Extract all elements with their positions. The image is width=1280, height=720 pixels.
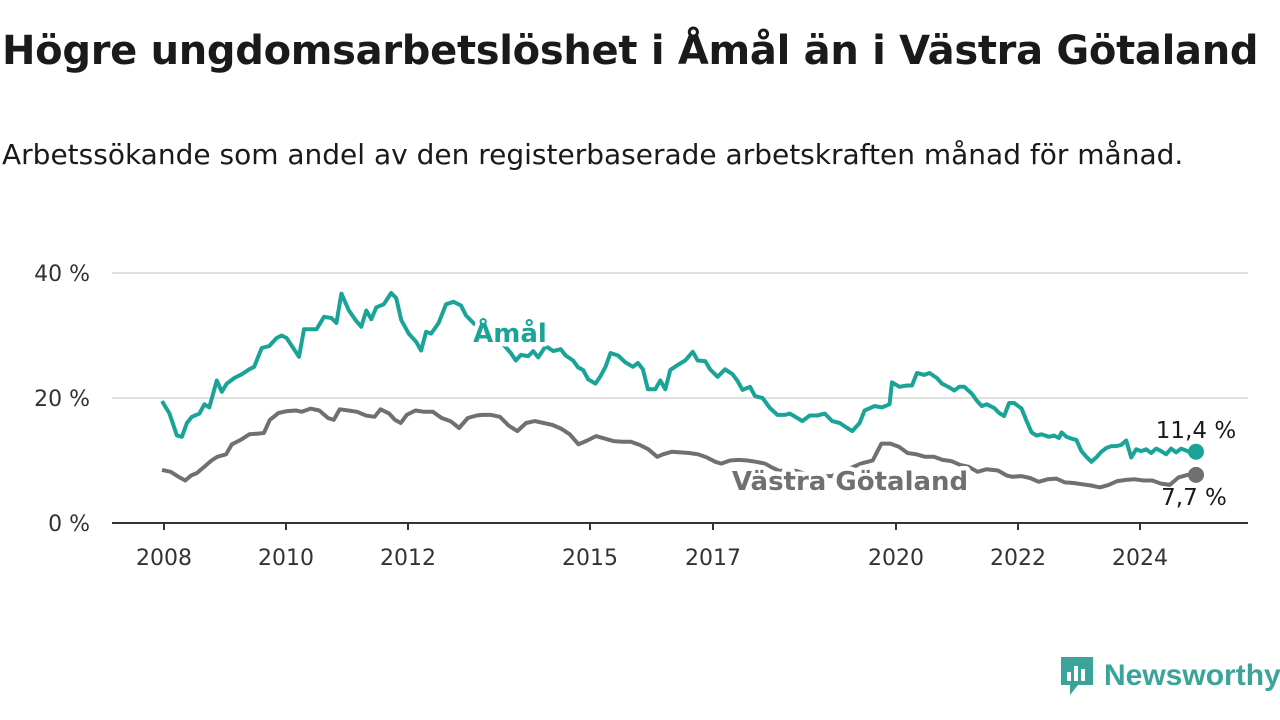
grid bbox=[112, 272, 1248, 399]
series bbox=[160, 291, 1204, 490]
end-point-vastra-gotaland bbox=[1188, 466, 1204, 483]
labels: 11,4 % 7,7 % Åmål Västra Götaland bbox=[469, 313, 1237, 511]
chart-subtitle: Arbetssökande som andel av den registerb… bbox=[2, 138, 1184, 171]
x-tick-label: 2015 bbox=[562, 546, 618, 571]
y-tick-label: 20 % bbox=[34, 387, 90, 412]
series-line-vastra-gotaland bbox=[161, 406, 1196, 490]
newsworthy-logo-icon bbox=[1061, 657, 1093, 695]
line-chart: 0 % 20 % 40 % 2008 2010 2012 2015 2017 2020 2022 2… bbox=[34, 262, 1248, 571]
brand-name: Newsworthy bbox=[1104, 659, 1280, 692]
end-label-vastra-gotaland: 7,7 % bbox=[1161, 485, 1227, 511]
brand-logo: Newsworthy bbox=[1058, 654, 1280, 698]
series-label-amal: Åmål bbox=[473, 317, 547, 349]
x-tick-label: 2008 bbox=[136, 546, 192, 571]
x-tick-label: 2022 bbox=[990, 546, 1046, 571]
series-label-vastra-gotaland: Västra Götaland bbox=[732, 467, 968, 497]
x-tick-label: 2020 bbox=[868, 546, 924, 571]
axes: 0 % 20 % 40 % 2008 2010 2012 2015 2017 2020 2022 2… bbox=[34, 262, 1248, 571]
end-label-amal: 11,4 % bbox=[1156, 418, 1236, 444]
x-tick-label: 2010 bbox=[258, 546, 314, 571]
y-tick-label: 0 % bbox=[48, 512, 90, 537]
y-tick-label: 40 % bbox=[34, 262, 90, 287]
x-tick-label: 2024 bbox=[1112, 546, 1168, 571]
chart-title: Högre ungdomsarbetslöshet i Åmål än i Vä… bbox=[2, 28, 1259, 74]
x-tick-label: 2017 bbox=[685, 546, 741, 571]
end-point-amal bbox=[1188, 443, 1204, 460]
series-line-amal bbox=[160, 291, 1197, 464]
x-tick-label: 2012 bbox=[380, 546, 436, 571]
